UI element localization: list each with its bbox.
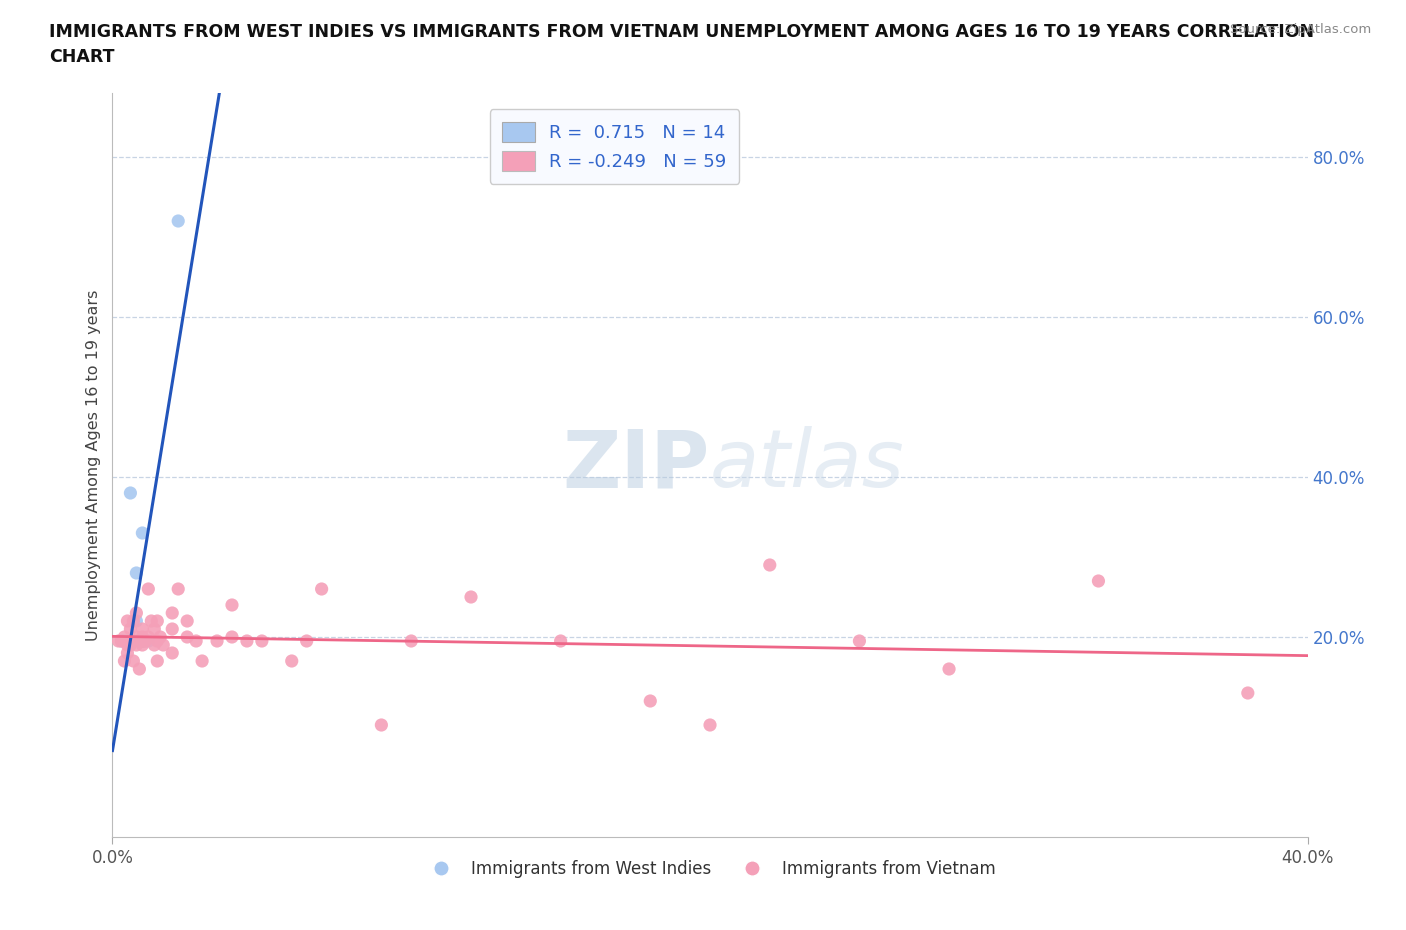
Point [122,614,145,629]
Point [138,581,160,596]
Point [125,638,148,653]
Point [938,661,960,676]
Point [128,633,150,648]
Point [236,633,259,648]
Point [191,654,214,669]
Point [131,633,153,648]
Point [138,633,160,648]
Point [281,654,304,669]
Point [205,633,228,648]
Legend: Immigrants from West Indies, Immigrants from Vietnam: Immigrants from West Indies, Immigrants … [418,853,1002,884]
Point [221,630,243,644]
Point [141,614,163,629]
Point [114,654,135,669]
Point [114,633,135,648]
Point [221,598,243,613]
Point [122,633,145,648]
Point [117,614,139,629]
Point [146,633,169,648]
Point [125,605,148,620]
Point [114,630,135,644]
Point [131,633,153,648]
Point [162,645,183,660]
Point [128,661,150,676]
Point [176,614,198,629]
Point [143,621,166,636]
Point [110,633,132,648]
Point [250,633,273,648]
Point [125,565,148,580]
Point [162,605,183,620]
Point [131,630,153,644]
Point [117,638,139,653]
Point [120,485,142,500]
Point [143,638,166,653]
Text: CHART: CHART [49,48,115,66]
Text: IMMIGRANTS FROM WEST INDIES VS IMMIGRANTS FROM VIETNAM UNEMPLOYMENT AMONG AGES 1: IMMIGRANTS FROM WEST INDIES VS IMMIGRANT… [49,23,1315,41]
Point [122,633,145,648]
Point [152,638,174,653]
Point [117,633,139,648]
Point [162,621,183,636]
Point [176,630,198,644]
Point [117,645,139,660]
Point [848,633,870,648]
Point [167,581,190,596]
Point [370,718,392,733]
Point [186,633,208,648]
Point [146,654,169,669]
Point [550,633,572,648]
Point [699,718,721,733]
Point [131,633,153,648]
Point [311,581,333,596]
Point [146,614,169,629]
Point [138,630,160,644]
Point [295,633,318,648]
Point [110,633,132,648]
Point [128,633,150,648]
Point [759,558,782,573]
Point [120,638,142,653]
Point [125,630,148,644]
Point [640,694,662,709]
Point [122,654,145,669]
Point [131,525,153,540]
Text: ZIP: ZIP [562,426,710,504]
Point [460,590,482,604]
Point [1087,574,1109,589]
Point [134,633,156,648]
Point [107,633,129,648]
Point [401,633,423,648]
Point [131,621,153,636]
Point [120,621,142,636]
Point [149,630,172,644]
Text: atlas: atlas [710,426,905,504]
Point [131,638,153,653]
Point [167,214,190,229]
Point [1237,685,1260,700]
Text: Source: ZipAtlas.com: Source: ZipAtlas.com [1230,23,1371,36]
Y-axis label: Unemployment Among Ages 16 to 19 years: Unemployment Among Ages 16 to 19 years [86,289,101,641]
Point [125,614,148,629]
Point [134,633,156,648]
